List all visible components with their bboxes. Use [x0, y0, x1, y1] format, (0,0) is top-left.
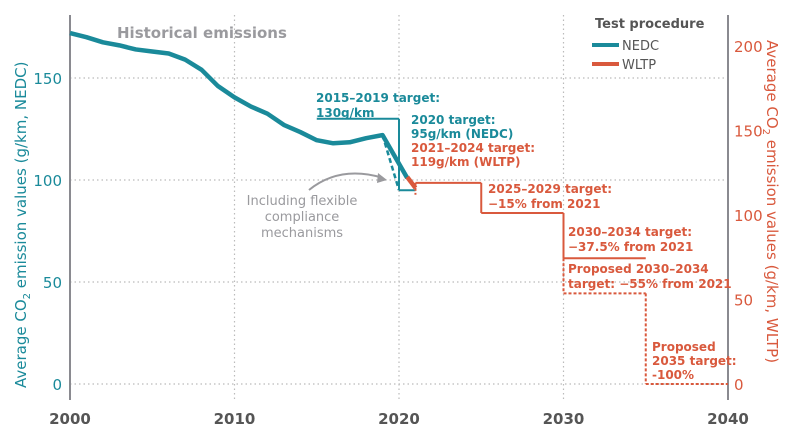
series-line-nedc — [69, 30, 410, 180]
right-tick-label: 50 — [734, 292, 753, 310]
x-tick-label: 2040 — [707, 410, 749, 428]
chart-marks — [69, 30, 728, 385]
right-tick-label: 150 — [734, 123, 763, 141]
annotation-2020: 2020 target: 95g/km (NEDC) — [411, 113, 513, 141]
flexible-arrow — [308, 172, 384, 191]
left-tick-label: 100 — [33, 172, 62, 190]
right-tick-label: 100 — [734, 207, 763, 225]
annotation-2015-2019: 2015–2019 target: 130g/km — [316, 91, 440, 120]
left-axis-title: Average CO2 emission values (g/km, NEDC) — [12, 62, 33, 388]
legend-title: Test procedure — [595, 17, 705, 32]
annotation-historical: Historical emissions — [117, 24, 287, 42]
right-tick-label: 200 — [734, 38, 763, 56]
legend: Test procedure NEDC WLTP — [592, 17, 705, 73]
annotation-2030-2034: 2030–2034 target: −37.5% from 2021 — [568, 225, 693, 254]
annotation-proposed-2030-2034: Proposed 2030–2034 target: −55% from 2021 — [568, 262, 732, 291]
left-tick-label: 150 — [33, 70, 62, 88]
right-axis-title: Average CO2 emission values (g/km, WLTP) — [760, 40, 781, 363]
annotation-flexible: Including flexible compliance mechanisms — [247, 194, 358, 241]
right-tick-label: 0 — [734, 376, 744, 394]
left-tick-labels: 0 50 100 150 — [33, 70, 62, 394]
annotation-2025-2029: 2025–2029 target: −15% from 2021 — [488, 182, 612, 211]
legend-label-nedc: NEDC — [622, 39, 659, 54]
annotations: Historical emissions 2015–2019 target: 13… — [117, 24, 737, 382]
x-tick-label: 2000 — [49, 410, 91, 428]
x-tick-label: 2020 — [378, 410, 420, 428]
annotation-proposed-2035: Proposed 2035 target: -100% — [652, 340, 737, 382]
right-tick-labels: 0 50 100 150 200 — [734, 38, 763, 394]
left-tick-label: 50 — [43, 274, 62, 292]
x-tick-label: 2030 — [543, 410, 585, 428]
flexible-arrowhead — [377, 173, 387, 183]
x-tick-labels: 2000 2010 2020 2030 2040 — [49, 410, 749, 428]
x-tick-label: 2010 — [214, 410, 256, 428]
left-tick-label: 0 — [52, 376, 62, 394]
annotation-2021-2024: 2021–2024 target: 119g/km (WLTP) — [411, 141, 535, 169]
series-line-wltp — [405, 175, 418, 190]
legend-label-wltp: WLTP — [622, 58, 656, 73]
